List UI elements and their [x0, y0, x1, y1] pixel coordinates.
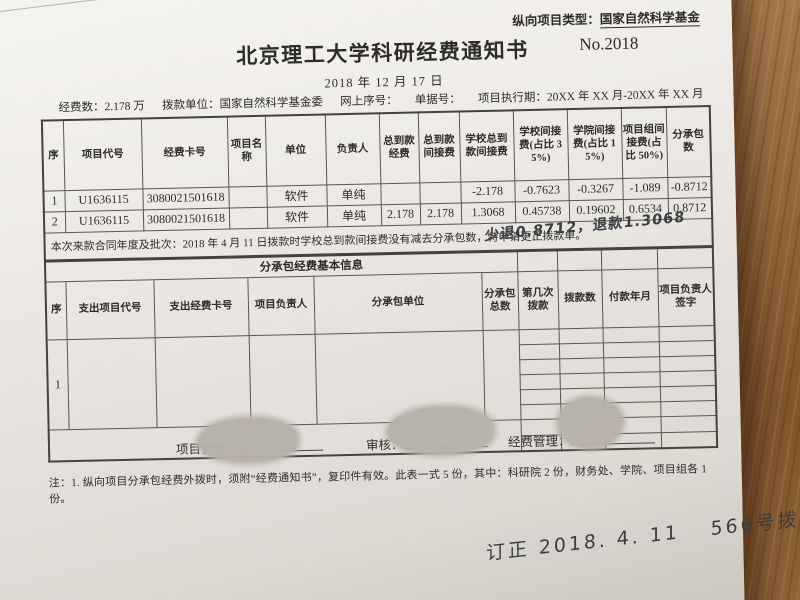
- col-header-out-fund-card: 支出经费卡号: [153, 277, 249, 338]
- cell: [659, 384, 717, 402]
- execution-period: 项目执行期：20XX 年 XX 月-20XX 年 XX 月: [477, 88, 704, 106]
- cell: -2.178: [460, 180, 515, 203]
- cell: [519, 358, 560, 375]
- doc-date: 2018 年 12 月 17 日: [324, 73, 444, 91]
- cell: [228, 206, 268, 229]
- project-type-label: 纵向项目类型：: [512, 12, 600, 29]
- cell: [559, 372, 604, 389]
- cell: -0.3267: [568, 177, 623, 201]
- footnote: 注：1. 纵向项目分承包经费外拨时，须附“经费通知书”，复印件有效。此表一式 5…: [48, 463, 708, 506]
- col-header-subcontract-unit: 分承包单位: [313, 272, 483, 334]
- grant-unit: 拨款单位：国家自然科学基金委: [161, 96, 324, 113]
- col-header-subcontract: 分承包数: [665, 106, 712, 178]
- col-header-school-indirect: 学校间接费(占比 35%): [512, 109, 569, 181]
- cell: [154, 335, 251, 428]
- project-type-line: 纵向项目类型：国家自然科学基金: [512, 6, 700, 29]
- cell: 软件: [266, 205, 328, 228]
- col-header-payment-date: 付款年月: [601, 268, 659, 328]
- cell: [556, 249, 602, 271]
- cell: [66, 337, 157, 430]
- cell: [603, 356, 660, 373]
- cell: [603, 371, 660, 388]
- cell: [559, 357, 604, 374]
- funding-table: 序 项目代号 经费卡号 项目名称 单位 负责人 总到款经费 总到款间接费 学校总…: [40, 105, 714, 262]
- col-header-leader: 负责人: [324, 113, 381, 185]
- cell: [659, 369, 716, 387]
- cell: 单纯: [326, 183, 381, 206]
- cell: [602, 326, 659, 343]
- cell: [380, 182, 420, 205]
- cell: [228, 185, 267, 208]
- project-type-value: 国家自然科学基金: [599, 10, 700, 29]
- cell: [659, 355, 716, 372]
- cell: 2: [43, 211, 66, 233]
- col-header-group-indirect: 项目组间接费(占比 50%): [620, 107, 668, 178]
- col-header-project-leader: 项目负责人: [247, 275, 315, 336]
- cell: [520, 403, 561, 420]
- cell: [248, 333, 317, 426]
- col-header-payment-round: 第几次拨款: [517, 270, 559, 330]
- col-header-fund-card: 经费卡号: [140, 116, 229, 189]
- cell: -0.8712: [667, 176, 712, 198]
- redaction-blob: [197, 417, 299, 464]
- doc-number: No.2018: [579, 33, 639, 54]
- col-header-college-indirect: 学院间接费(占比 15%): [566, 108, 623, 180]
- col-header-subcontract-total: 分承包总数: [481, 271, 519, 331]
- col-header-seq: 序: [41, 120, 65, 191]
- cell: [516, 250, 558, 272]
- cell: [660, 399, 717, 417]
- cell: [518, 343, 560, 360]
- col-header-leader-signature: 项目负责人签字: [657, 267, 715, 327]
- cell: 软件: [266, 184, 327, 207]
- row-index-cell: 1: [46, 339, 69, 430]
- col-header-unit: 单位: [264, 114, 327, 186]
- cell: [603, 386, 661, 403]
- cell: 3080021501618: [142, 207, 230, 231]
- col-header-out-project-code: 支出项目代号: [65, 279, 155, 340]
- online-serial: 网上序号：: [340, 94, 398, 109]
- col-header-seq: 序: [45, 281, 67, 340]
- fund-amount: 经费数：2.178 万: [58, 100, 145, 115]
- cell: [518, 328, 559, 345]
- cell: 1: [43, 190, 65, 212]
- col-header-total-fund: 总到款经费: [378, 112, 420, 184]
- cell: 单纯: [326, 204, 382, 227]
- col-header-project-name: 项目名称: [226, 115, 267, 187]
- cell: [419, 181, 461, 204]
- cell: -0.7623: [514, 179, 569, 202]
- cell: [600, 248, 658, 270]
- cell: U1636115: [64, 188, 143, 212]
- redaction-blob: [387, 405, 495, 456]
- cell: [558, 327, 603, 344]
- handwritten-annotation-bottom: 订正 2018. 4. 11 566号拨款单: [486, 503, 800, 565]
- col-header-school-total-indirect: 学校总到款间接费: [458, 110, 515, 182]
- cell: -1.089: [622, 177, 668, 199]
- page-title: 北京理工大学科研经费通知书: [236, 37, 529, 69]
- cell: [656, 247, 714, 269]
- cell: [658, 325, 715, 342]
- cell: U1636115: [64, 209, 144, 233]
- cell: [558, 342, 604, 359]
- col-header-project-code: 项目代号: [62, 118, 143, 191]
- cell: [482, 329, 521, 421]
- cell: [519, 388, 561, 405]
- cell: [658, 340, 716, 357]
- cell: 2.178: [419, 202, 462, 225]
- cell: 3080021501618: [142, 186, 229, 210]
- cell: [602, 341, 660, 358]
- cell: [519, 373, 560, 390]
- slip-number: 单据号：: [414, 93, 461, 107]
- cell: 2.178: [380, 203, 421, 226]
- col-header-payment-amount: 拨款数: [557, 269, 603, 329]
- cell: 1.3068: [460, 201, 516, 224]
- col-header-total-indirect: 总到款间接费: [417, 111, 461, 183]
